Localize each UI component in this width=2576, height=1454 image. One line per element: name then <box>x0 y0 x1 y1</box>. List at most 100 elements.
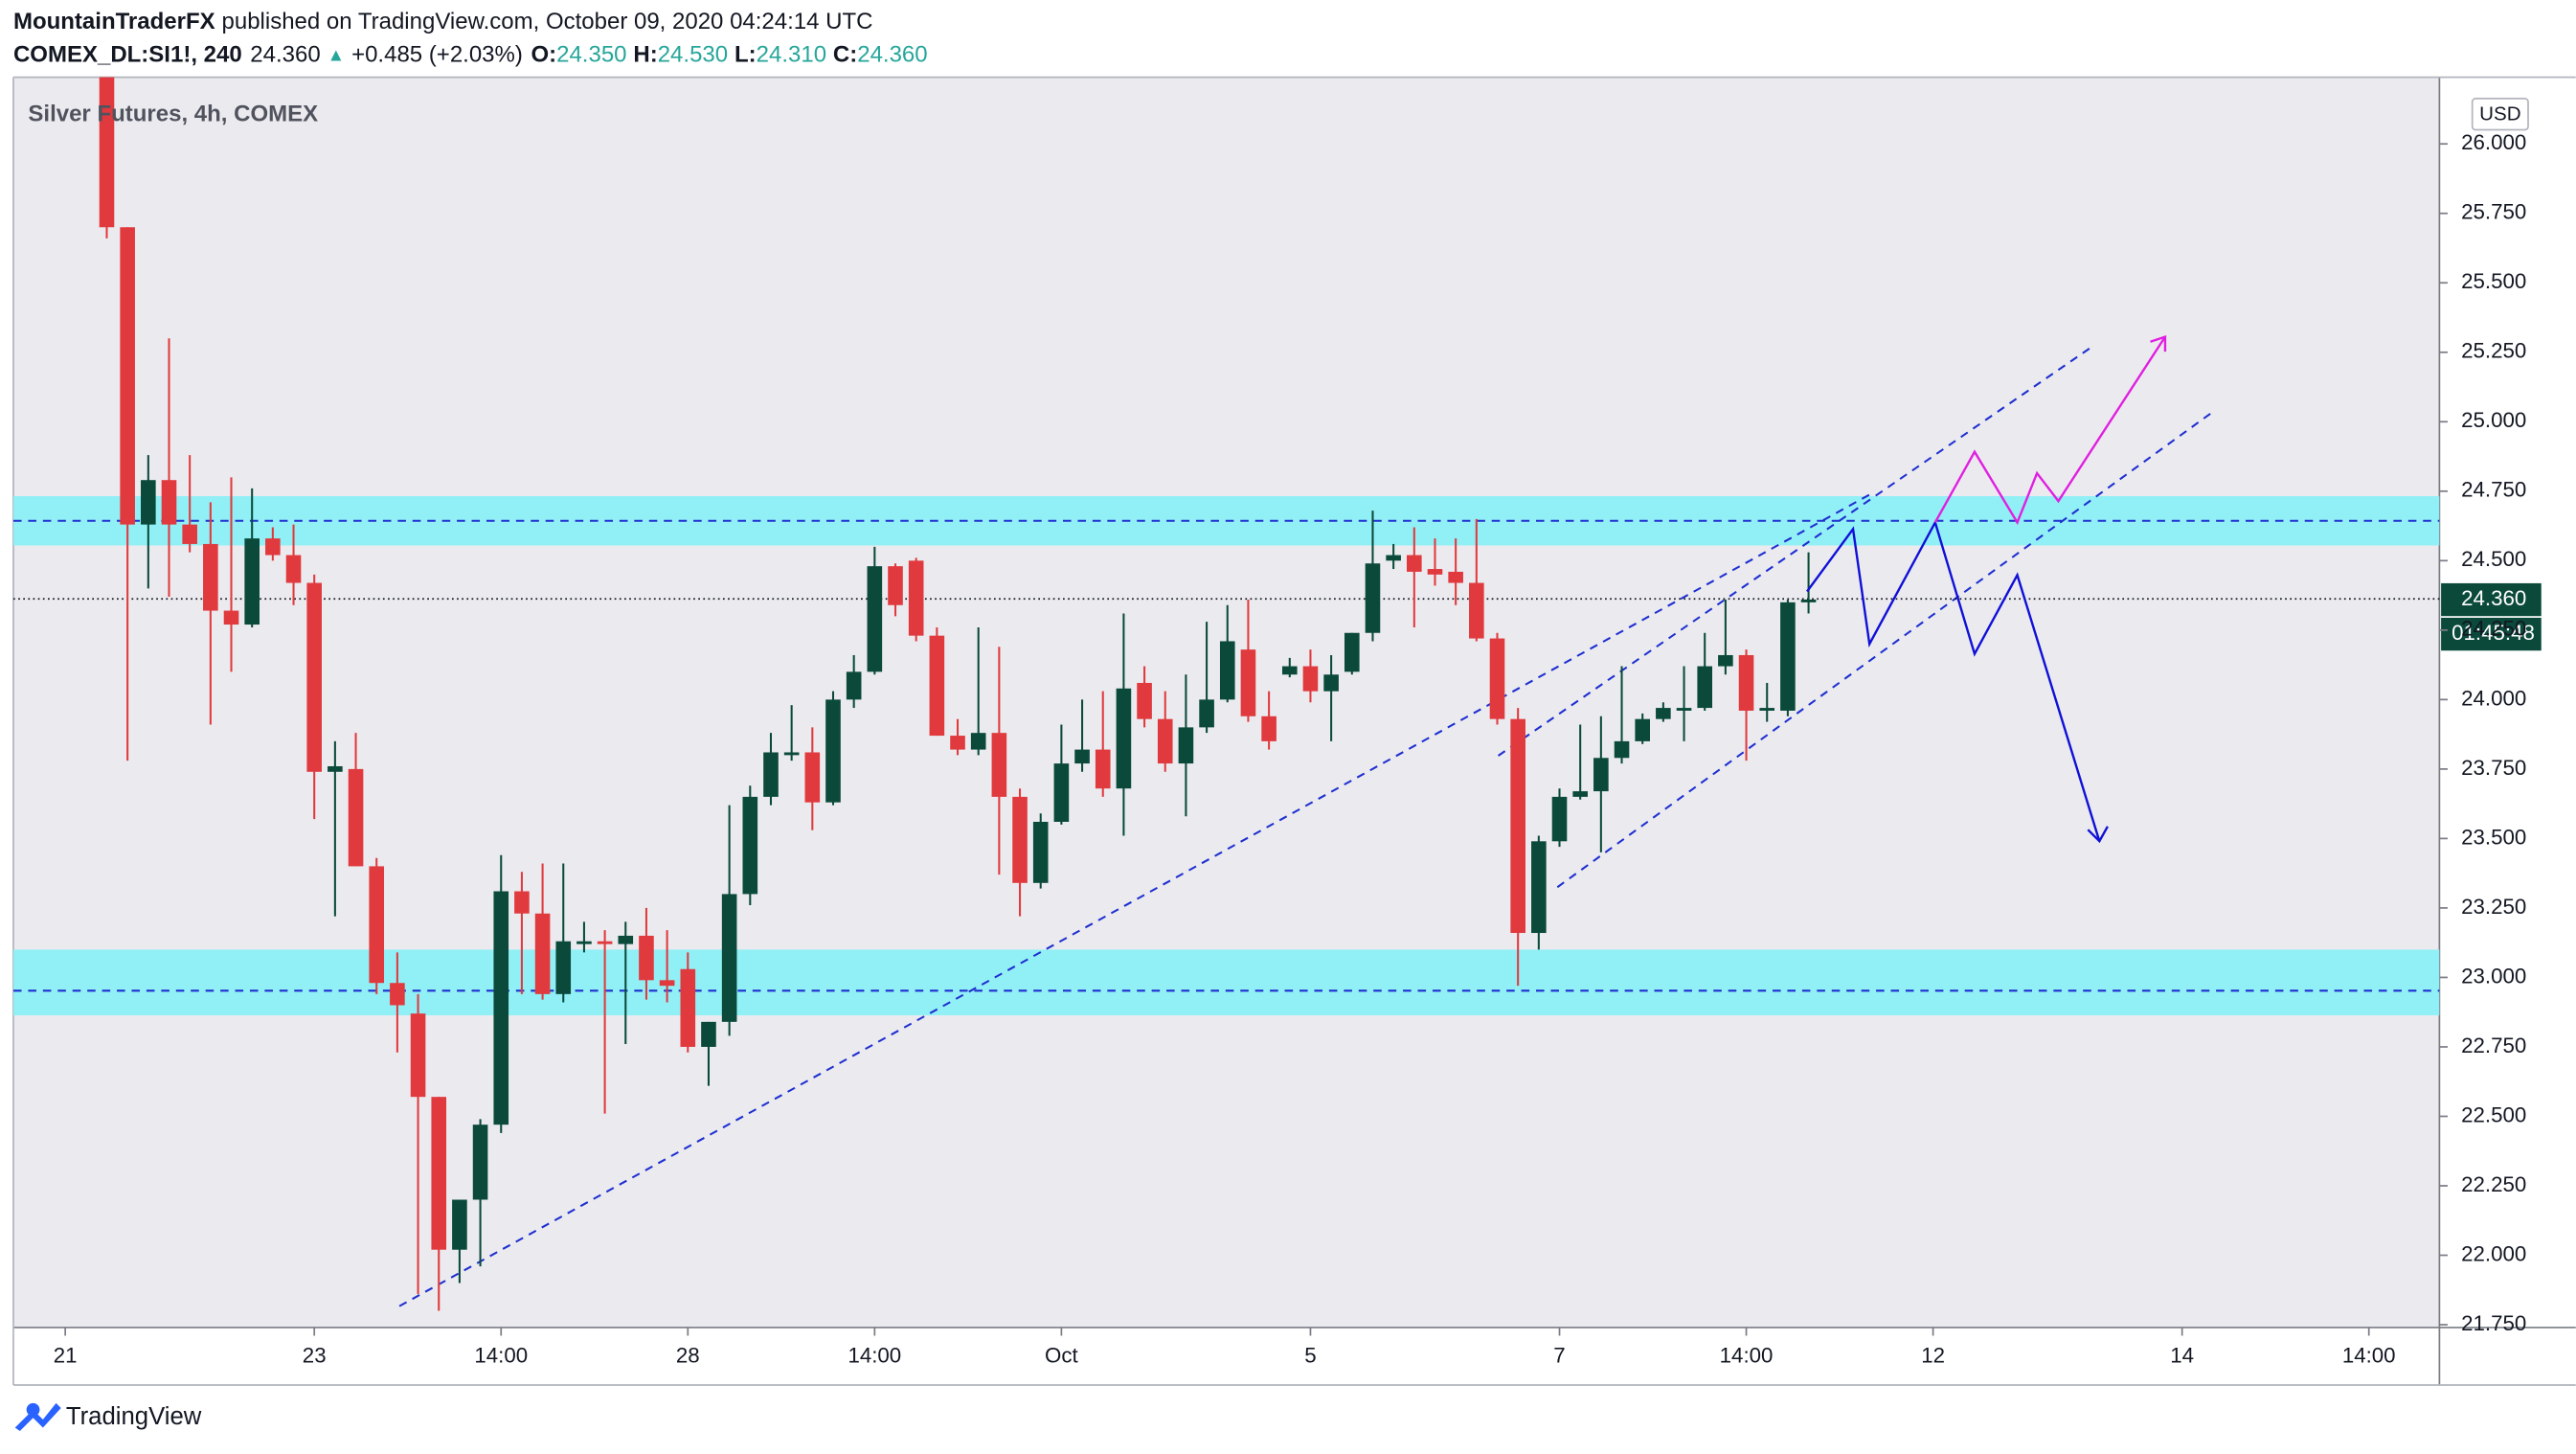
candle-body <box>285 555 302 583</box>
symbol-line: COMEX_DL:SI1!, 240 24.360 ▲ +0.485 (+2.03%)… <box>13 42 928 68</box>
candle-body <box>1427 569 1443 575</box>
high-label: H: <box>633 42 657 68</box>
candle-body <box>1697 666 1713 709</box>
candle-body <box>410 1013 426 1098</box>
candle-body <box>950 736 965 750</box>
last-price: 24.360 <box>250 42 320 68</box>
candle-body <box>1593 758 1609 792</box>
candle-body <box>223 610 239 625</box>
x-tick-label: 14:00 <box>2342 1344 2396 1368</box>
candle-body <box>1095 749 1111 789</box>
logo-dot <box>26 1402 40 1417</box>
candle-body <box>1614 740 1630 759</box>
candle-body <box>472 1125 488 1200</box>
y-tick-label: 23.000 <box>2461 964 2526 988</box>
up-arrow: ▲ <box>328 44 346 64</box>
candle-body <box>348 768 364 867</box>
y-tick-label: 25.500 <box>2461 269 2526 293</box>
x-tick-label: Oct <box>1045 1344 1078 1368</box>
candle-body <box>804 752 821 803</box>
y-tick-label: 24.250 <box>2461 617 2526 641</box>
candle-body <box>1572 791 1588 797</box>
candle-body <box>1551 796 1568 842</box>
candle-body <box>244 538 260 625</box>
candle-body <box>1178 727 1194 764</box>
x-tick-label: 14:00 <box>847 1344 901 1368</box>
candle-body <box>1469 582 1484 639</box>
candle-body <box>555 941 572 994</box>
candle-body <box>1302 666 1319 692</box>
y-tick-label: 24.000 <box>2461 686 2526 710</box>
y-tick-label: 22.000 <box>2461 1241 2526 1265</box>
price-tag-label: 24.360 <box>2461 586 2526 610</box>
y-tick-label: 23.500 <box>2461 825 2526 849</box>
footer-logo[interactable]: TradingView <box>14 1402 202 1431</box>
candle-body <box>493 891 509 1125</box>
candle-body <box>203 543 218 611</box>
candle-body <box>825 699 841 803</box>
candle-body <box>1656 708 1671 719</box>
channel-bottom <box>1556 409 2216 889</box>
header-line: MountainTraderFX published on TradingView… <box>13 9 873 34</box>
y-tick-label: 24.500 <box>2461 547 2526 571</box>
candle-body <box>99 77 115 228</box>
candle-body <box>1116 688 1132 789</box>
countdown-tag <box>2441 617 2542 651</box>
candle-body <box>514 891 530 914</box>
candle-body <box>1261 716 1277 741</box>
y-tick-label: 26.000 <box>2461 130 2526 154</box>
candle-body <box>783 752 800 756</box>
candle-body <box>390 983 405 1006</box>
x-tick-label: 14 <box>2170 1344 2194 1368</box>
candle-body <box>1635 718 1650 741</box>
candle-body <box>1074 749 1090 764</box>
candle-body <box>1800 599 1817 602</box>
published: published on TradingView.com, October 09… <box>222 9 873 34</box>
countdown: 01:45:48 <box>2452 621 2535 645</box>
candle-body <box>1718 654 1733 667</box>
y-tick-label: 25.250 <box>2461 339 2526 363</box>
open-label: O: <box>531 42 556 68</box>
y-tick-label: 25.000 <box>2461 408 2526 432</box>
candle-body <box>141 480 156 525</box>
bullish-path <box>1933 335 2166 526</box>
y-tick-label: 25.750 <box>2461 200 2526 224</box>
candles <box>99 77 1817 1311</box>
y-tick-label: 22.250 <box>2461 1172 2526 1196</box>
candle-body <box>1448 571 1463 583</box>
candle-body <box>1199 699 1214 728</box>
open-value: 24.350 <box>556 42 626 68</box>
close-label: C: <box>833 42 857 68</box>
x-tick-label: 12 <box>1921 1344 1945 1368</box>
candle-body <box>1780 602 1796 711</box>
currency: USD <box>2479 103 2520 125</box>
y-tick-label: 21.750 <box>2461 1311 2526 1335</box>
candle-body <box>576 941 592 944</box>
candle-body <box>1489 638 1505 719</box>
candle-body <box>846 671 862 700</box>
close-value: 24.360 <box>857 42 927 68</box>
x-tick-label: 21 <box>54 1344 78 1368</box>
candle-body <box>1053 763 1070 823</box>
candle-body <box>534 913 551 994</box>
candle-body <box>1032 822 1049 883</box>
candle-body <box>888 566 903 605</box>
candle-body <box>328 765 343 772</box>
candle-body <box>1281 666 1298 675</box>
candle-body <box>306 582 323 772</box>
candle-body <box>1137 682 1152 719</box>
candle-body <box>929 635 945 737</box>
y-tick-label: 22.500 <box>2461 1102 2526 1126</box>
arrow-head <box>2150 334 2167 352</box>
candle-body <box>1157 718 1173 764</box>
candle-body <box>763 752 779 797</box>
y-tick-label: 22.750 <box>2461 1034 2526 1057</box>
low-label: L: <box>734 42 757 68</box>
candle-body <box>597 941 613 944</box>
currency-box[interactable] <box>2471 98 2529 131</box>
candle-body <box>1386 555 1401 561</box>
x-tick-label: 5 <box>1304 1344 1316 1368</box>
candle-body <box>991 733 1007 797</box>
candle-body <box>1012 796 1028 883</box>
candle-body <box>1344 632 1360 672</box>
